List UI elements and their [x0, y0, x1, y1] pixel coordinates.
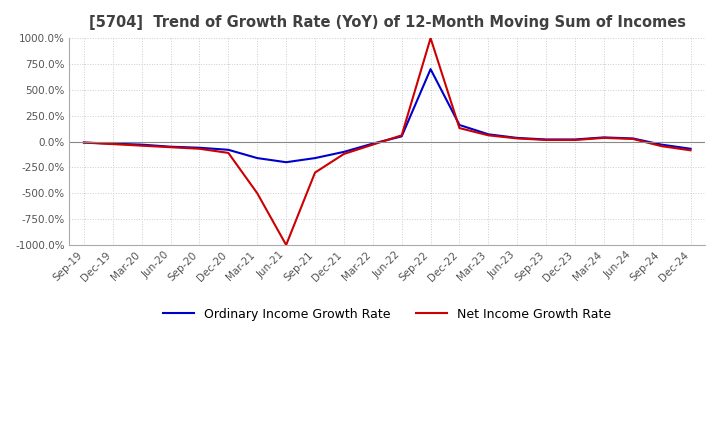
Ordinary Income Growth Rate	[513, 135, 521, 140]
Ordinary Income Growth Rate	[224, 147, 233, 152]
Net Income Growth Rate	[109, 142, 117, 147]
Net Income Growth Rate	[571, 137, 580, 143]
Net Income Growth Rate	[369, 142, 377, 147]
Net Income Growth Rate	[426, 36, 435, 41]
Ordinary Income Growth Rate	[571, 137, 580, 142]
Ordinary Income Growth Rate	[166, 144, 175, 149]
Net Income Growth Rate	[542, 137, 551, 143]
Ordinary Income Growth Rate	[629, 136, 637, 141]
Legend: Ordinary Income Growth Rate, Net Income Growth Rate: Ordinary Income Growth Rate, Net Income …	[158, 303, 616, 326]
Net Income Growth Rate	[629, 136, 637, 142]
Ordinary Income Growth Rate	[686, 146, 695, 151]
Net Income Growth Rate	[657, 143, 666, 149]
Ordinary Income Growth Rate	[369, 141, 377, 146]
Ordinary Income Growth Rate	[542, 137, 551, 142]
Ordinary Income Growth Rate	[340, 149, 348, 154]
Net Income Growth Rate	[138, 143, 146, 148]
Net Income Growth Rate	[80, 140, 89, 145]
Ordinary Income Growth Rate	[484, 132, 492, 137]
Ordinary Income Growth Rate	[657, 142, 666, 147]
Line: Ordinary Income Growth Rate: Ordinary Income Growth Rate	[84, 69, 690, 162]
Net Income Growth Rate	[513, 136, 521, 141]
Net Income Growth Rate	[311, 170, 320, 175]
Net Income Growth Rate	[166, 145, 175, 150]
Ordinary Income Growth Rate	[138, 142, 146, 147]
Line: Net Income Growth Rate: Net Income Growth Rate	[84, 38, 690, 245]
Ordinary Income Growth Rate	[600, 135, 608, 140]
Title: [5704]  Trend of Growth Rate (YoY) of 12-Month Moving Sum of Incomes: [5704] Trend of Growth Rate (YoY) of 12-…	[89, 15, 685, 30]
Ordinary Income Growth Rate	[426, 66, 435, 72]
Ordinary Income Growth Rate	[282, 160, 290, 165]
Net Income Growth Rate	[224, 150, 233, 156]
Net Income Growth Rate	[282, 242, 290, 248]
Net Income Growth Rate	[600, 135, 608, 140]
Ordinary Income Growth Rate	[109, 141, 117, 146]
Ordinary Income Growth Rate	[311, 155, 320, 161]
Net Income Growth Rate	[484, 133, 492, 138]
Net Income Growth Rate	[340, 151, 348, 157]
Ordinary Income Growth Rate	[80, 140, 89, 145]
Net Income Growth Rate	[253, 191, 261, 196]
Net Income Growth Rate	[455, 125, 464, 131]
Ordinary Income Growth Rate	[195, 145, 204, 150]
Net Income Growth Rate	[195, 146, 204, 151]
Ordinary Income Growth Rate	[253, 155, 261, 161]
Net Income Growth Rate	[397, 133, 406, 138]
Ordinary Income Growth Rate	[397, 134, 406, 139]
Ordinary Income Growth Rate	[455, 122, 464, 128]
Net Income Growth Rate	[686, 148, 695, 153]
